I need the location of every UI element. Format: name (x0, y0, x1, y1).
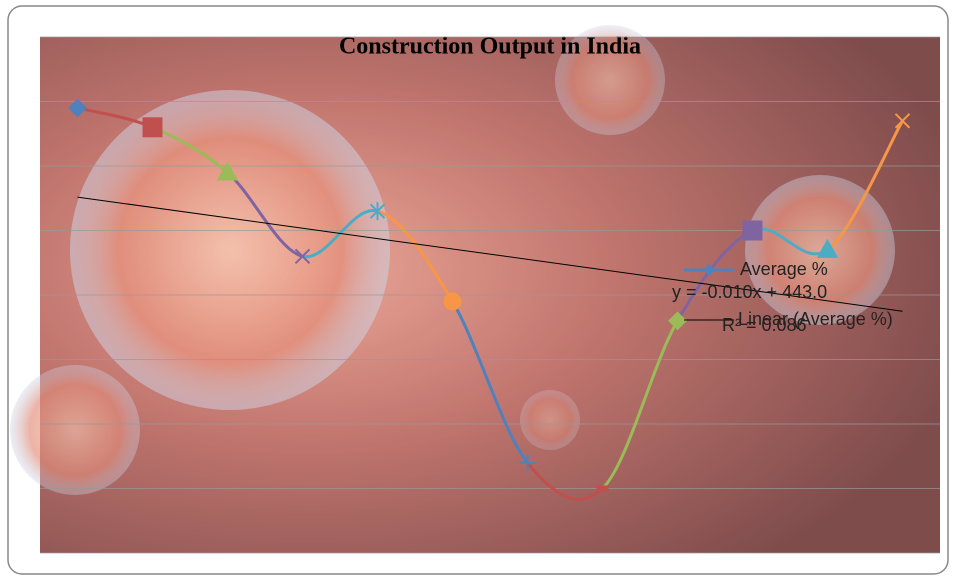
trend-equation: y = -0.010x + 443.0 (672, 282, 827, 302)
legend-marker (703, 264, 715, 276)
line-segment (601, 320, 679, 490)
marker (596, 485, 609, 492)
marker (519, 454, 536, 471)
trend-r2: R² = 0.086 (722, 315, 807, 335)
marker (443, 292, 462, 311)
marker (668, 311, 687, 331)
marker (894, 113, 911, 129)
trendline (77, 196, 903, 312)
legend-label: Linear (Average %) (738, 309, 893, 329)
marker (142, 117, 163, 138)
marker (68, 98, 87, 118)
chart-title: Construction Output in India (339, 34, 641, 60)
marker (369, 202, 386, 221)
line-segment (451, 300, 529, 464)
line-segment (826, 120, 904, 252)
legend-label: Average % (740, 259, 828, 279)
marker (216, 161, 239, 181)
line-segment (526, 461, 604, 501)
marker (816, 238, 839, 258)
marker (294, 248, 311, 265)
marker (742, 220, 763, 241)
